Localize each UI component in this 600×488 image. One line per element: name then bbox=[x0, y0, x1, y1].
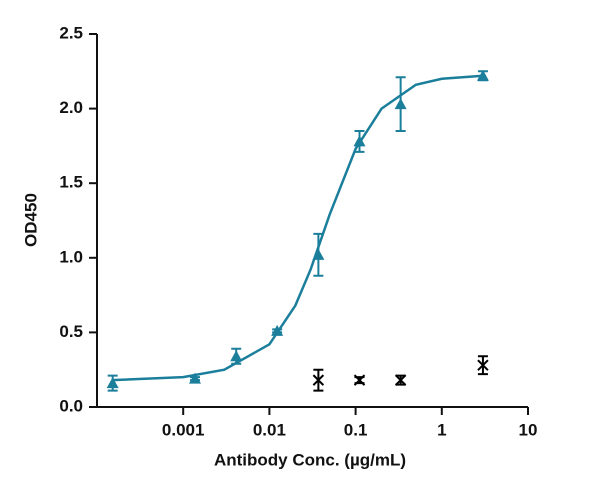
y-tick-label: 1.5 bbox=[59, 173, 83, 192]
data-point bbox=[230, 350, 243, 362]
data-point bbox=[188, 372, 201, 384]
data-point bbox=[476, 69, 489, 81]
data-point bbox=[394, 98, 407, 110]
x-tick-label: 0.01 bbox=[253, 420, 286, 439]
y-tick-label: 2.0 bbox=[59, 98, 83, 117]
x-axis-label: Antibody Conc. (µg/mL) bbox=[214, 450, 406, 469]
data-point bbox=[353, 374, 366, 386]
data-point bbox=[312, 248, 325, 260]
x-tick-label: 1 bbox=[437, 420, 446, 439]
y-axis-label: OD450 bbox=[21, 193, 40, 247]
fit-curve bbox=[112, 74, 484, 382]
y-tick-label: 1.0 bbox=[59, 247, 83, 266]
x-tick-label: 0.001 bbox=[162, 420, 205, 439]
data-point bbox=[477, 359, 489, 371]
x-tick-label: 10 bbox=[519, 420, 538, 439]
x-tick-label: 0.1 bbox=[344, 420, 368, 439]
data-point bbox=[394, 374, 407, 386]
y-tick-label: 0.5 bbox=[59, 322, 83, 341]
y-tick-label: 0.0 bbox=[59, 396, 83, 415]
data-point bbox=[271, 324, 284, 336]
y-tick-label: 2.5 bbox=[59, 23, 83, 42]
data-point bbox=[106, 377, 119, 389]
data-point bbox=[312, 374, 325, 386]
data-point bbox=[353, 135, 366, 147]
